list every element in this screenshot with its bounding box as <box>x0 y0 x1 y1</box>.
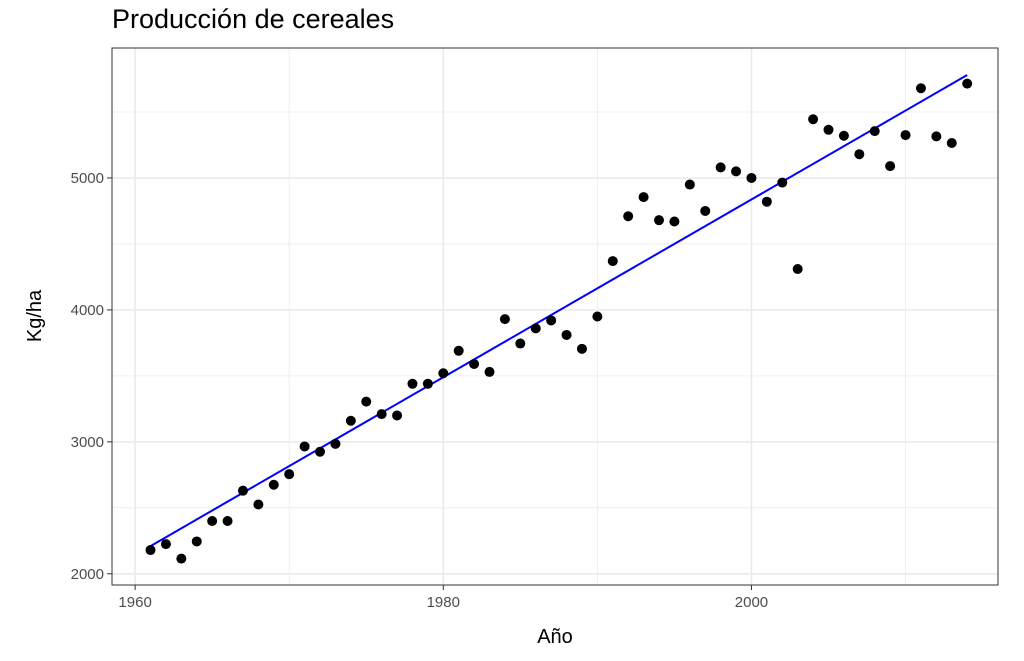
data-point <box>946 137 957 148</box>
data-point <box>900 130 911 141</box>
data-point <box>654 215 665 226</box>
data-point <box>145 545 156 556</box>
y-tick-label: 4000 <box>71 302 104 319</box>
data-point <box>592 311 603 322</box>
data-point <box>299 441 310 452</box>
y-tick-label: 3000 <box>71 434 104 451</box>
data-point <box>792 264 803 275</box>
data-point <box>469 358 480 369</box>
data-point <box>808 114 819 125</box>
data-point <box>207 516 218 527</box>
data-point <box>253 499 264 510</box>
data-point <box>885 161 896 172</box>
data-point <box>438 368 449 379</box>
data-point <box>530 323 541 334</box>
data-point <box>638 192 649 203</box>
data-point <box>222 516 233 527</box>
x-tick-label: 1960 <box>118 594 151 611</box>
data-point <box>484 366 495 377</box>
data-point <box>176 553 187 564</box>
data-point <box>869 126 880 137</box>
data-point <box>237 485 248 496</box>
data-point <box>607 256 618 267</box>
data-point <box>345 415 356 426</box>
data-point <box>669 216 680 227</box>
trend-line <box>150 74 968 547</box>
data-point <box>561 329 572 340</box>
x-tick-label: 1980 <box>427 594 460 611</box>
data-point <box>931 131 942 142</box>
data-point <box>854 149 865 160</box>
data-point <box>315 446 326 457</box>
y-tick-label: 2000 <box>71 566 104 583</box>
data-point <box>962 78 973 89</box>
data-point <box>515 338 526 349</box>
x-axis-label: Año <box>537 626 573 648</box>
data-point <box>731 166 742 177</box>
data-point <box>407 378 418 389</box>
chart-title: Producción de cereales <box>112 4 394 34</box>
data-point <box>361 396 372 407</box>
data-point <box>700 205 711 216</box>
data-point <box>777 177 788 188</box>
data-point <box>268 479 279 490</box>
y-axis-label: Kg/ha <box>24 289 46 342</box>
data-point <box>191 536 202 547</box>
data-point <box>330 438 341 449</box>
data-point <box>623 211 634 222</box>
data-points <box>145 78 973 564</box>
data-point <box>746 172 757 183</box>
x-tick-label: 2000 <box>735 594 768 611</box>
data-point <box>823 124 834 135</box>
axis-ticks: 1960 1980 2000 2000 3000 4000 5000 <box>71 170 769 611</box>
data-point <box>453 345 464 356</box>
data-point <box>392 410 403 421</box>
data-point <box>915 83 926 94</box>
data-point <box>422 378 433 389</box>
data-point <box>160 539 171 550</box>
panel-border <box>111 47 999 586</box>
y-tick-label: 5000 <box>71 170 104 187</box>
data-point <box>284 469 295 480</box>
data-point <box>499 314 510 325</box>
data-point <box>376 409 387 420</box>
grid <box>112 48 998 585</box>
data-point <box>761 196 772 207</box>
data-point <box>684 179 695 190</box>
data-point <box>546 315 557 326</box>
data-point <box>576 343 587 354</box>
data-point <box>715 162 726 173</box>
data-point <box>838 130 849 141</box>
trend-line-group <box>150 74 968 547</box>
